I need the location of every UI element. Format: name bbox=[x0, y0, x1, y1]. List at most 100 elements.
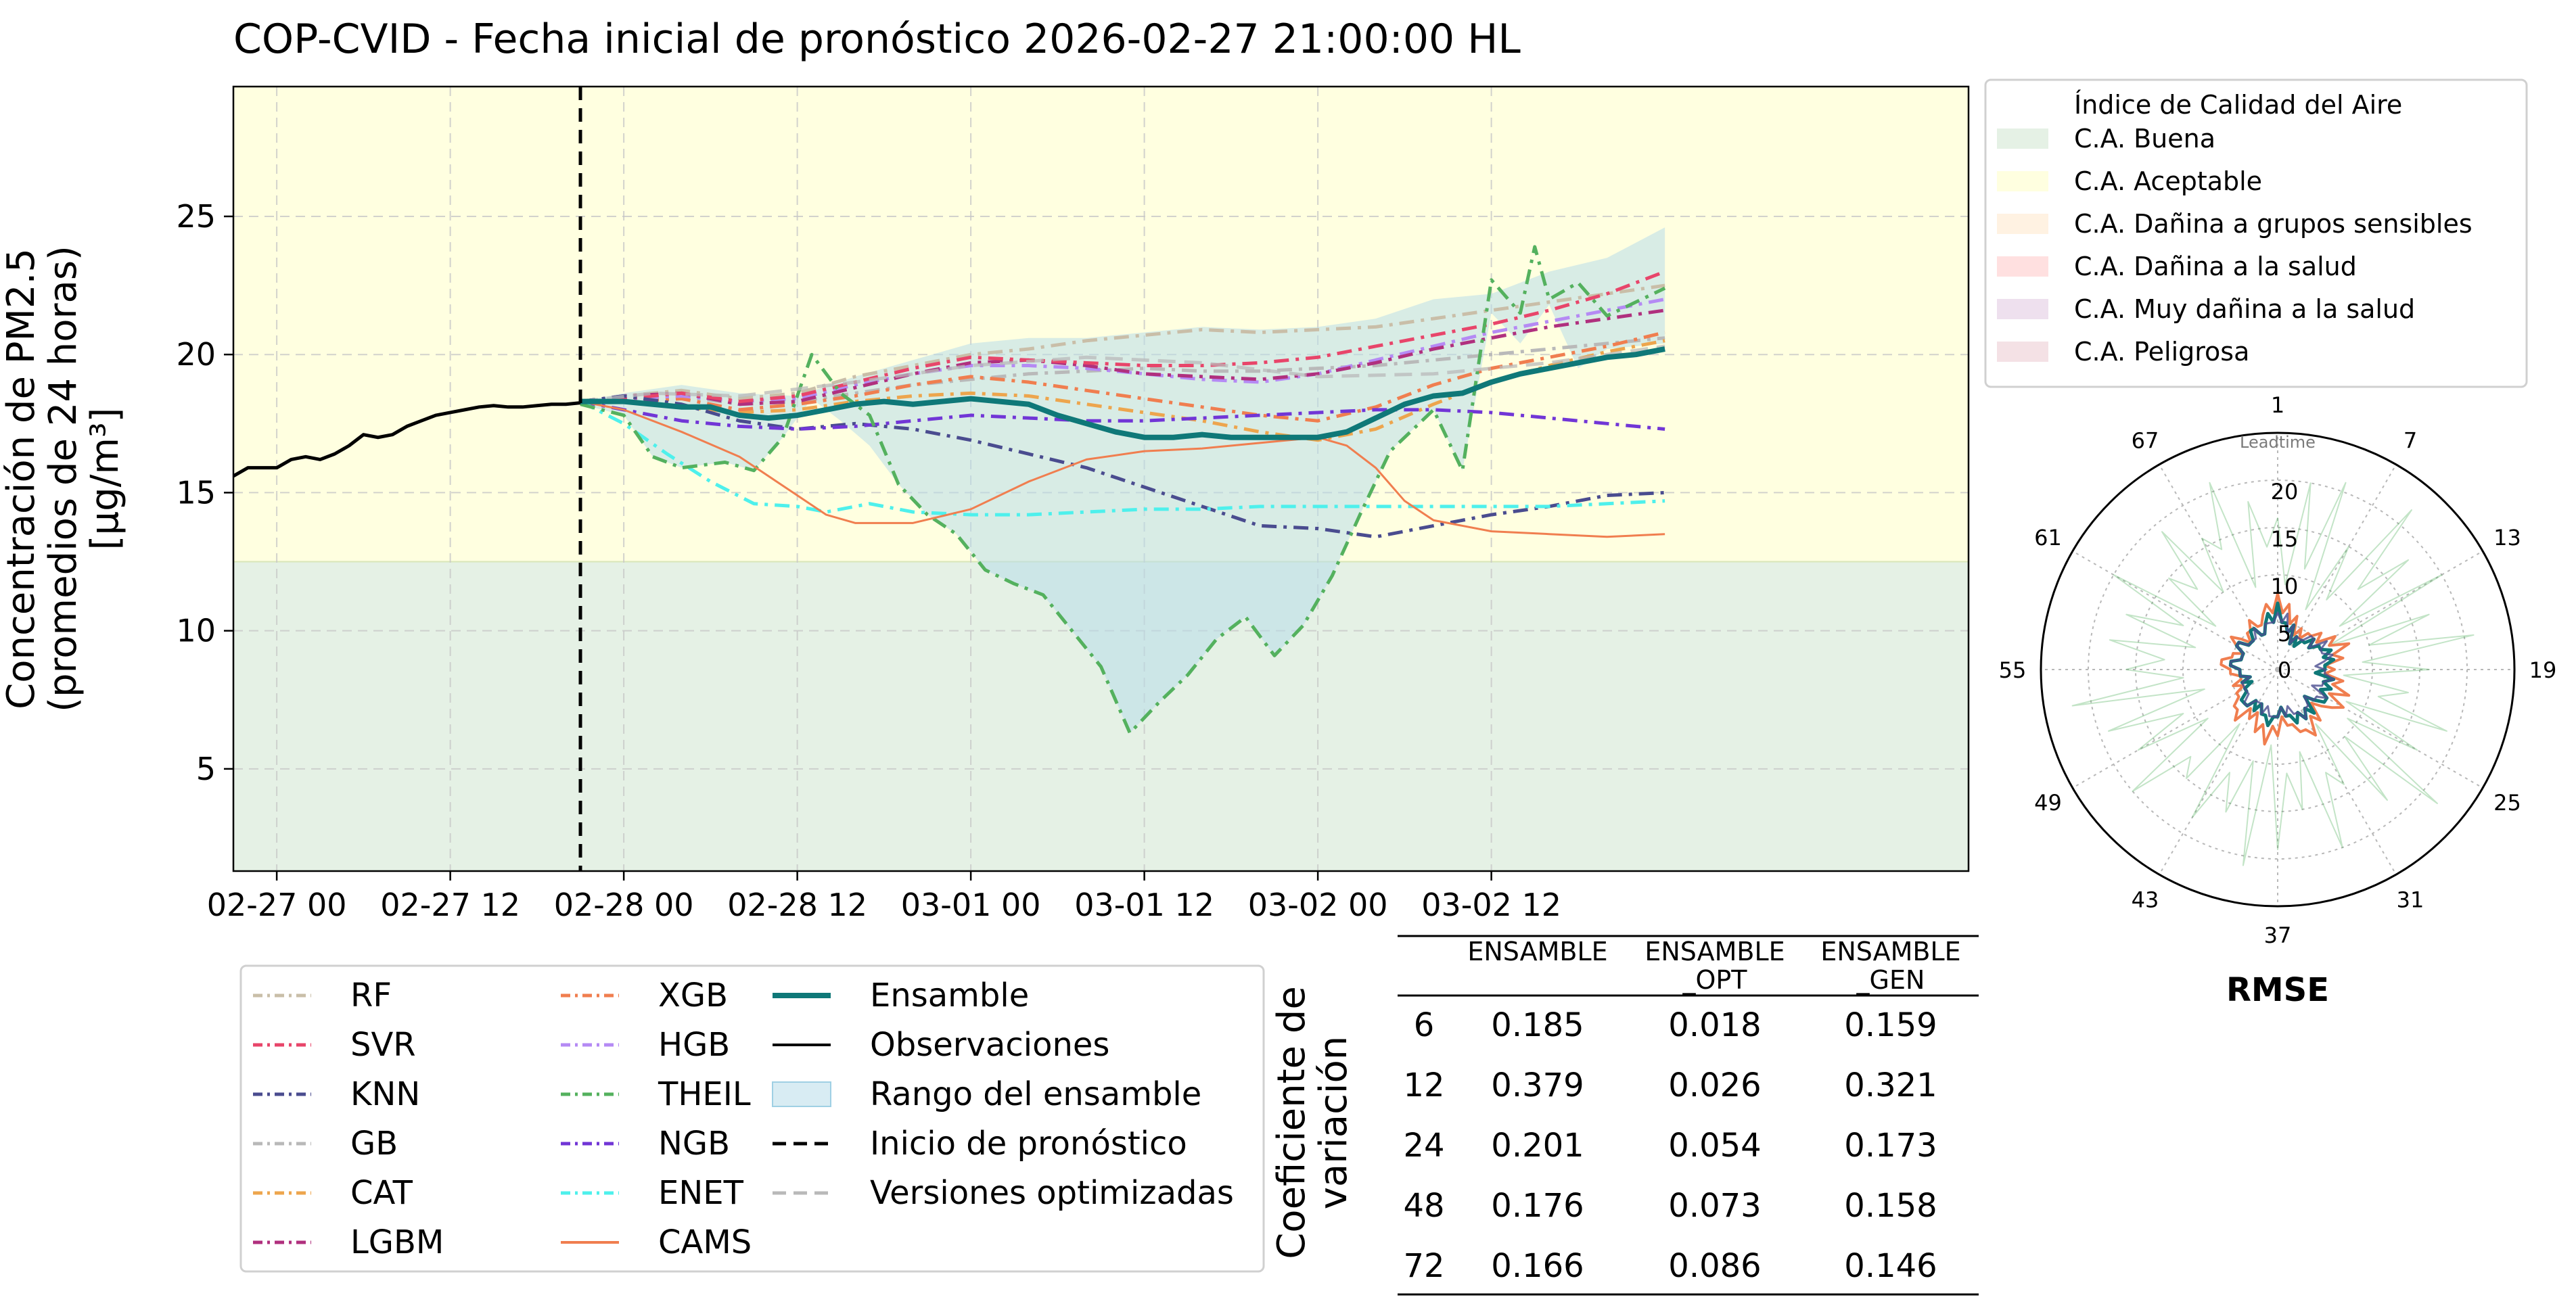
series-line-rf bbox=[580, 283, 1665, 404]
aqi-legend-swatch bbox=[1997, 256, 2048, 277]
aqi-legend-label: C.A. Dañina a grupos sensibles bbox=[2074, 209, 2472, 239]
main-timeseries-plot: 02-27 00 02-27 12 02-28 00 02-28 12 03-01 00… bbox=[0, 85, 1970, 923]
aqi-legend-swatch bbox=[1997, 299, 2048, 319]
polar-radial-label: 20 bbox=[2271, 479, 2299, 505]
table-lead-cell: 72 bbox=[1403, 1247, 1444, 1285]
x-tick-label: 02-28 12 bbox=[727, 887, 867, 923]
polar-grid-spoke bbox=[2072, 551, 2278, 670]
table-value-cell: 0.073 bbox=[1668, 1187, 1761, 1225]
cv-table-ylabel: Coeficiente devariación bbox=[1270, 986, 1356, 1259]
polar-radial-label: 0 bbox=[2278, 657, 2291, 683]
polar-grid-spoke bbox=[2159, 669, 2278, 875]
model-series bbox=[232, 245, 1666, 735]
table-value-cell: 0.018 bbox=[1668, 1006, 1761, 1044]
aqi-legend-swatch bbox=[1997, 214, 2048, 234]
model-legend-label: RF bbox=[350, 977, 392, 1014]
polar-grid-spoke bbox=[2277, 669, 2397, 875]
y-axis-label-line: [μg/m³] bbox=[83, 408, 127, 551]
y-tick-label: 5 bbox=[196, 751, 216, 787]
polar-angle-label: 25 bbox=[2493, 790, 2521, 816]
polar-radial-label: 15 bbox=[2271, 526, 2299, 552]
model-legend-label: HGB bbox=[658, 1026, 730, 1064]
legend-swatch-patch bbox=[772, 1081, 831, 1107]
table-value-cell: 0.054 bbox=[1668, 1127, 1761, 1165]
table-value-cell: 0.201 bbox=[1491, 1127, 1584, 1165]
polar-angle-label: 43 bbox=[2132, 887, 2159, 912]
table-value-cell: 0.321 bbox=[1844, 1067, 1937, 1104]
model-legend-label: GB bbox=[350, 1125, 398, 1163]
aqi-legend-swatch bbox=[1997, 128, 2048, 149]
polar-grid-spoke bbox=[2277, 464, 2397, 670]
table-value-cell: 0.086 bbox=[1668, 1247, 1761, 1285]
polar-angle-label: 19 bbox=[2529, 657, 2557, 683]
series-line-knn bbox=[580, 394, 1665, 539]
cv-table-ylabel-line: variación bbox=[1312, 1036, 1356, 1209]
table-header: ENSAMBLE bbox=[1467, 937, 1607, 966]
model-legend-label: Ensamble bbox=[870, 977, 1029, 1014]
x-axis-ticks: 02-27 00 02-27 12 02-28 00 02-28 12 03-01 00… bbox=[207, 871, 1561, 923]
table-lead-cell: 12 bbox=[1403, 1067, 1444, 1104]
y-tick-label: 25 bbox=[176, 198, 216, 235]
polar-angle-label: 37 bbox=[2264, 922, 2292, 948]
model-legend-label: CAMS bbox=[658, 1223, 752, 1261]
model-legend-label: Observaciones bbox=[870, 1026, 1109, 1064]
series-line-cams bbox=[580, 400, 1665, 538]
table-value-cell: 0.159 bbox=[1844, 1006, 1937, 1044]
table-lead-cell: 48 bbox=[1403, 1187, 1444, 1225]
polar-angle-label: 61 bbox=[2034, 525, 2062, 551]
x-tick-label: 03-02 00 bbox=[1248, 887, 1388, 923]
polar-outer-ring bbox=[2040, 431, 2516, 908]
plot-frame bbox=[232, 85, 1970, 872]
table-value-cell: 0.379 bbox=[1491, 1067, 1584, 1104]
x-tick-label: 03-02 12 bbox=[1421, 887, 1561, 923]
rmse-polar-plot: 1 7 13 19 25 31 37 43 49 55 61 67 0 5 10 15 20 Leadtime RM… bbox=[1999, 392, 2557, 1009]
x-tick-label: 02-28 00 bbox=[554, 887, 694, 923]
y-tick-label: 10 bbox=[176, 613, 216, 649]
y-axis-label: Concentración de PM2.5(promedios de 24 h… bbox=[0, 245, 127, 712]
aqi-legend-box bbox=[1984, 78, 2528, 388]
aqi-legend: Índice de Calidad del Aire C.A. Buena C.A.… bbox=[1984, 78, 2528, 388]
y-tick-label: 15 bbox=[176, 474, 216, 511]
x-tick-label: 02-27 12 bbox=[380, 887, 520, 923]
model-legend-box bbox=[239, 964, 1265, 1273]
polar-angle-label: 67 bbox=[2132, 428, 2159, 454]
model-legend-label: CAT bbox=[350, 1174, 413, 1212]
table-value-cell: 0.146 bbox=[1844, 1247, 1937, 1285]
series-line-svr bbox=[580, 270, 1666, 404]
polar-grid-spoke bbox=[2277, 669, 2483, 789]
polar-grid-spoke bbox=[2159, 464, 2278, 670]
aqi-legend-label: C.A. Buena bbox=[2074, 124, 2215, 154]
model-legend-label: SVR bbox=[350, 1026, 416, 1064]
model-legend-label: ENET bbox=[658, 1174, 744, 1212]
polar-xlabel: RMSE bbox=[2226, 971, 2329, 1009]
aqi-legend-label: C.A. Aceptable bbox=[2074, 166, 2262, 196]
chart-title: COP-CVID - Fecha inicial de pronóstico 2… bbox=[233, 16, 1521, 63]
table-value-cell: 0.185 bbox=[1491, 1006, 1584, 1044]
series-line-versiones-optimizadas bbox=[580, 344, 1665, 404]
table-header: _OPT bbox=[1682, 965, 1747, 995]
model-legend-label: Versiones optimizadas bbox=[870, 1174, 1234, 1212]
aqi-legend-swatch bbox=[1997, 171, 2048, 191]
series-line-theil bbox=[580, 245, 1666, 735]
model-legend: RF SVR KNN GB CAT LGBM XGB HGB THEIL NGB ENET CAMS E… bbox=[239, 964, 1265, 1273]
series-line-cat bbox=[580, 339, 1665, 442]
y-axis-ticks: 5 10 15 20 25 bbox=[176, 198, 233, 787]
aqi-legend-label: C.A. Peligrosa bbox=[2074, 337, 2249, 367]
polar-radial-label: 5 bbox=[2278, 621, 2291, 647]
series-line-observaciones bbox=[232, 401, 581, 478]
aqi-legend-label: C.A. Muy dañina a la salud bbox=[2074, 294, 2415, 324]
y-tick-label: 20 bbox=[176, 336, 216, 373]
polar-axis-label: Leadtime bbox=[2240, 433, 2316, 452]
table-header: ENSAMBLE bbox=[1644, 937, 1785, 966]
model-legend-label: XGB bbox=[658, 977, 728, 1014]
aqi-legend-swatch bbox=[1997, 342, 2048, 362]
series-line-ensamble bbox=[580, 346, 1665, 440]
cv-table-ylabel-line: Coeficiente de bbox=[1270, 986, 1314, 1259]
model-legend-label: Rango del ensamble bbox=[870, 1075, 1201, 1113]
model-legend-label: NGB bbox=[658, 1125, 730, 1163]
model-legend-label: LGBM bbox=[350, 1223, 444, 1261]
table-lead-cell: 6 bbox=[1414, 1006, 1435, 1044]
series-line-xgb bbox=[580, 331, 1665, 423]
table-header: ENSAMBLE bbox=[1820, 937, 1960, 966]
polar-series-knn bbox=[2229, 611, 2335, 720]
